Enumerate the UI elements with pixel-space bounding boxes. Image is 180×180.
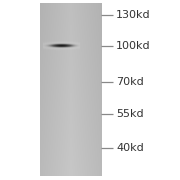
Text: 130kd: 130kd xyxy=(116,10,151,20)
Text: 55kd: 55kd xyxy=(116,109,144,119)
Text: 70kd: 70kd xyxy=(116,77,144,87)
Text: 40kd: 40kd xyxy=(116,143,144,153)
Text: 100kd: 100kd xyxy=(116,41,151,51)
